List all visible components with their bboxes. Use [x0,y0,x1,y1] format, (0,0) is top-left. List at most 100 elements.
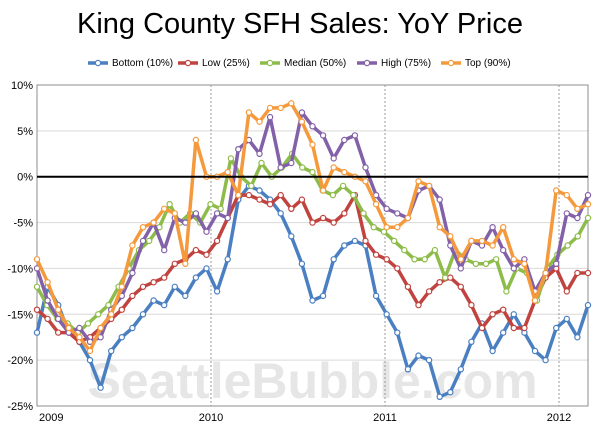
data-point [472,260,479,267]
data-point [468,338,475,345]
data-point [139,237,147,245]
data-point [457,256,464,263]
data-point [362,178,369,185]
data-point [33,329,41,336]
data-point [65,324,73,332]
plot-area: SeattleBubble.com -25% -20% -15% -10% -5% 0% 5%… [7,80,592,424]
data-point [55,315,62,323]
data-point [468,237,475,245]
data-point [44,315,51,323]
data-point [277,164,284,171]
data-point [521,324,528,332]
data-point [86,356,94,364]
data-point [584,301,592,309]
data-point [521,260,528,267]
data-point [203,251,210,258]
data-point [489,347,496,355]
data-point [150,219,157,226]
data-point [436,393,443,400]
data-point [160,301,168,309]
y-tick-label: 5% [17,126,33,138]
data-point [118,283,126,290]
legend-item: Top (90%) [441,58,511,69]
data-point [94,311,102,318]
legend-item: High (75%) [357,58,431,69]
data-point [531,297,539,304]
data-point [107,347,115,355]
data-point [394,210,401,217]
data-point [160,205,168,212]
data-point [76,334,83,341]
data-point [309,141,316,148]
data-point [404,283,412,290]
data-point [309,297,316,304]
data-point [563,315,571,323]
data-point [55,306,62,313]
data-point [584,269,592,277]
data-point [468,301,475,309]
data-point [288,233,295,240]
data-point [245,109,253,116]
data-point [563,191,571,199]
legend-item: Median (50%) [260,58,346,69]
data-point [478,237,486,245]
data-point [574,214,581,222]
data-point [482,260,490,267]
data-point [55,329,62,336]
data-point [107,311,115,318]
legend-marker [266,59,274,67]
data-point [553,260,560,267]
data-point [97,324,104,332]
data-point [213,237,221,245]
data-point [298,260,306,267]
data-point [380,228,388,235]
data-point [266,104,274,112]
data-point [330,219,337,226]
data-point [510,256,517,263]
data-point [171,210,178,217]
data-point [256,118,263,125]
data-point [510,311,517,318]
data-point [330,155,337,162]
data-point [277,191,284,199]
data-point [309,123,316,130]
y-tick-label: -5% [13,218,33,230]
data-point [256,196,263,203]
data-point [192,136,200,144]
data-point [542,269,549,277]
y-tick-label: 0% [17,172,33,184]
data-point [584,214,592,222]
data-point [383,223,390,231]
data-point [489,223,496,231]
data-point [431,246,439,254]
y-tick-label: 10% [11,80,33,92]
data-point [298,196,306,203]
data-point [341,136,348,144]
data-point [97,384,104,391]
data-point [227,155,235,162]
data-point [394,265,401,272]
data-point [447,233,454,240]
data-point [309,219,316,226]
data-point [182,292,189,300]
legend-label: High (75%) [381,58,431,69]
plot-frame [36,84,589,407]
data-point [139,223,147,231]
legend-marker [94,59,102,67]
data-point [118,306,126,313]
data-point [390,237,398,245]
data-point [329,191,337,199]
data-point [574,334,581,341]
data-point [145,237,153,245]
legend-marker [184,59,192,67]
data-point [503,288,510,295]
data-point [425,288,433,295]
data-point [372,251,380,258]
data-point [574,269,581,277]
data-point [224,214,231,222]
data-point [401,246,408,254]
data-point [33,256,41,263]
data-point [394,223,401,231]
data-point [217,205,224,212]
